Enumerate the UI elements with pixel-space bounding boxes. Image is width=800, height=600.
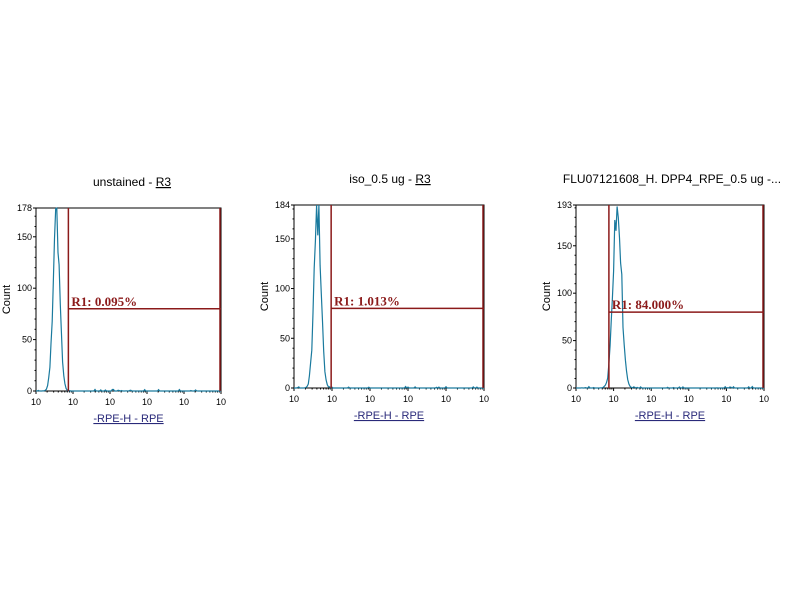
gate-label: R1: 84.000% (612, 297, 684, 312)
y-axis-label: Count (1, 285, 13, 314)
x-tick-label: 10 (216, 397, 226, 407)
x-tick-label: 10 (721, 394, 731, 404)
x-tick-label: 10 (609, 394, 619, 404)
panel-title-link[interactable]: R3 (415, 172, 431, 186)
y-tick-label: 100 (17, 283, 32, 293)
x-tick-label: 10 (441, 394, 451, 404)
x-tick-label: 10 (105, 397, 115, 407)
x-tick-label: 10 (179, 397, 189, 407)
panel-title-link[interactable]: R3 (156, 175, 172, 189)
y-tick-label: 178 (17, 203, 32, 213)
y-tick-label: 150 (275, 234, 290, 244)
x-tick-label: 10 (403, 394, 413, 404)
x-tick-label: 10 (68, 397, 78, 407)
x-tick-label: 10 (142, 397, 152, 407)
histogram-trace (576, 206, 764, 389)
x-tick-label: 10 (327, 394, 337, 404)
gate-label: R1: 1.013% (334, 293, 400, 308)
y-tick-label: 0 (567, 383, 572, 393)
x-axis-label[interactable]: -RPE-H - RPE (635, 410, 705, 422)
panel-title-text: FLU07121608_H. DPP4_RPE_0.5 ug -... (563, 172, 781, 186)
histogram-trace (36, 207, 221, 392)
y-tick-label: 150 (557, 241, 572, 251)
panel-title: iso_0.5 ug - R3 (349, 172, 431, 186)
y-tick-label: 50 (562, 336, 572, 346)
panel-title-text: unstained - (93, 175, 156, 189)
gate-label: R1: 0.095% (71, 294, 137, 309)
y-tick-label: 184 (275, 200, 290, 210)
x-tick-label: 10 (684, 394, 694, 404)
histogram-panel-2: iso_0.5 ug - R3 0 50 100 150 184 10 10 10 10 10 10 C… (259, 172, 489, 422)
x-tick-label: 10 (759, 394, 769, 404)
panel-title: FLU07121608_H. DPP4_RPE_0.5 ug -... (563, 172, 781, 186)
y-axis-label: Count (259, 282, 271, 311)
panel-title: unstained - R3 (93, 175, 171, 189)
y-tick-label: 100 (557, 288, 572, 298)
x-tick-label: 10 (289, 394, 299, 404)
x-axis-label[interactable]: -RPE-H - RPE (93, 413, 163, 425)
y-tick-label: 0 (285, 383, 290, 393)
x-tick-label: 10 (646, 394, 656, 404)
y-axis-label: Count (541, 282, 553, 311)
x-tick-label: 10 (31, 397, 41, 407)
histogram-trace (294, 204, 484, 389)
y-tick-label: 150 (17, 232, 32, 242)
x-tick-label: 10 (479, 394, 489, 404)
x-axis-label[interactable]: -RPE-H - RPE (354, 410, 424, 422)
y-tick-label: 0 (27, 386, 32, 396)
y-tick-label: 50 (280, 333, 290, 343)
histogram-panel-3: FLU07121608_H. DPP4_RPE_0.5 ug -... 0 50 10… (541, 172, 781, 422)
y-tick-label: 193 (557, 200, 572, 210)
histogram-panel-1: unstained - R3 0 50 100 150 178 10 10 10 10 10 10 Co… (1, 175, 226, 425)
x-tick-label: 10 (365, 394, 375, 404)
panel-title-text: iso_0.5 ug - (349, 172, 415, 186)
y-tick-label: 100 (275, 284, 290, 294)
x-tick-label: 10 (571, 394, 581, 404)
y-tick-label: 50 (22, 335, 32, 345)
